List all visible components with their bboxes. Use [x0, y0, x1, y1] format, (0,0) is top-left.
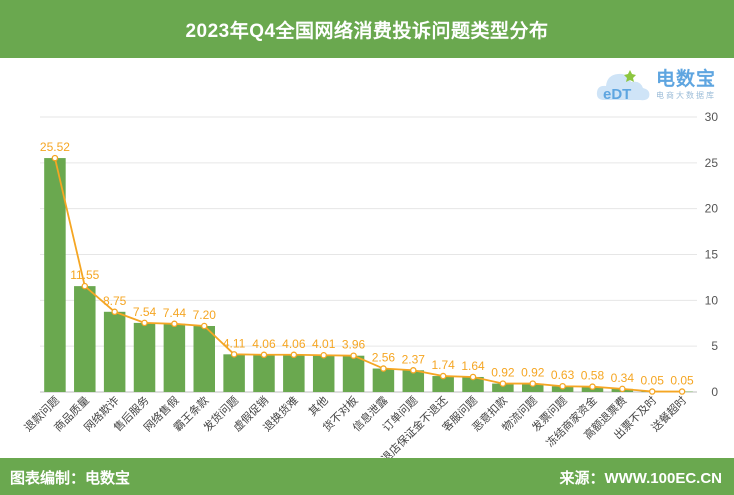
data-label: 0.92 [521, 366, 545, 380]
bar [342, 355, 365, 392]
cloud-edt-logo-icon: eDT [596, 70, 650, 103]
data-label: 7.54 [133, 305, 157, 319]
trend-line [54, 157, 683, 393]
data-label: 0.58 [581, 369, 605, 383]
data-label: 25.52 [40, 140, 70, 154]
y-tick-label: 20 [705, 202, 719, 216]
x-tick-label: 其他 [306, 394, 331, 419]
logo: eDT 电数宝 电商大数据库 [594, 62, 729, 106]
y-unit-label: % [707, 100, 717, 102]
bar [103, 311, 126, 392]
bar [133, 322, 156, 392]
y-tick-label: 25 [705, 156, 719, 170]
bar [44, 158, 66, 392]
data-label: 0.05 [670, 374, 694, 388]
bar [372, 368, 395, 392]
data-label: 11.55 [70, 268, 99, 282]
logo-subtitle: 电商大数据库 [656, 91, 716, 100]
bar [432, 376, 454, 392]
bar [74, 286, 96, 392]
bar [521, 383, 544, 392]
bar [253, 354, 275, 392]
line-point [260, 351, 268, 359]
line-point [499, 380, 507, 387]
line-point [648, 388, 656, 395]
footer-source: 来源：WWW.100EC.CN [559, 470, 722, 487]
line-point [320, 351, 327, 359]
y-tick-label: 0 [711, 385, 718, 399]
footer-credit: 图表编制：电数宝 [10, 470, 131, 487]
line-point [529, 380, 537, 387]
y-tick-label: 10 [705, 293, 719, 307]
line-point [589, 383, 596, 390]
data-label: 4.06 [282, 337, 306, 351]
chart-header: 2023年Q4全国网络消费投诉问题类型分布 [0, 0, 734, 58]
line-point [230, 351, 238, 358]
data-label: 2.37 [402, 352, 426, 366]
line-point [439, 372, 447, 380]
y-tick-label: 5 [711, 339, 718, 353]
svg-text:eDT: eDT [603, 86, 631, 103]
line-point [111, 308, 118, 316]
line-point [619, 385, 626, 393]
line-point [559, 382, 566, 390]
bar [402, 370, 425, 392]
bar [193, 326, 216, 392]
data-label: 7.20 [193, 308, 217, 322]
y-tick-label: 30 [705, 110, 719, 124]
data-label: 1.74 [431, 358, 455, 372]
bar [283, 354, 305, 392]
line-point [350, 352, 357, 359]
line-point [410, 367, 417, 374]
chart-footer: 图表编制：电数宝 来源：WWW.100EC.CN [0, 458, 734, 495]
bar [163, 323, 186, 392]
bar [223, 354, 245, 392]
data-label: 0.63 [551, 368, 575, 382]
line-point [51, 154, 59, 162]
bar [312, 355, 335, 392]
line-point [81, 282, 89, 290]
line-point [171, 320, 178, 328]
line-point [141, 319, 148, 327]
data-label: 3.96 [342, 338, 366, 352]
data-label: 4.06 [252, 337, 276, 351]
data-label: 2.56 [372, 351, 396, 365]
data-label: 1.64 [461, 359, 485, 373]
data-label: 8.75 [103, 294, 127, 308]
data-label: 0.92 [491, 366, 515, 380]
y-tick-label: 15 [705, 248, 719, 262]
data-label: 4.11 [223, 336, 246, 350]
data-label: 0.05 [641, 374, 665, 388]
logo-name: 电数宝 [656, 69, 717, 90]
line-point [380, 365, 387, 372]
line-point [290, 351, 298, 359]
data-label: 4.01 [312, 337, 336, 351]
bar [462, 376, 484, 392]
line-point [469, 373, 477, 381]
data-label: 7.44 [163, 306, 187, 320]
bar [492, 383, 514, 392]
chart-title: 2023年Q4全国网络消费投诉问题类型分布 [185, 20, 549, 42]
line-point [200, 322, 208, 330]
data-label: 0.34 [611, 371, 635, 385]
line-point [678, 388, 686, 395]
bar-line-chart: 0 5 10 15 20 25 30% 25.52 11.55 8.75 7.54 7.44 7.20 4… [21, 100, 719, 458]
